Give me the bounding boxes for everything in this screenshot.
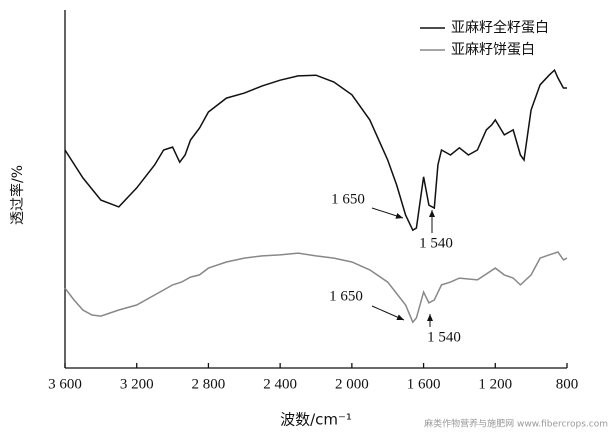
x-tick-label: 1 200 [478, 376, 512, 392]
annotation: 1 650 [331, 191, 365, 207]
series-line [64, 251, 568, 324]
annotation: 1 540 [427, 329, 461, 345]
y-axis-label: 透过率/% [9, 165, 26, 225]
annotation: 1 540 [419, 235, 453, 251]
watermark: 麻类作物营养与施肥网 www.fibercrops.com [424, 418, 608, 430]
x-tick-label: 3 200 [120, 376, 154, 392]
x-tick-label: 800 [556, 376, 579, 392]
legend-label: 亚麻籽全籽蛋白 [451, 19, 549, 36]
annotation: 1 650 [329, 288, 363, 304]
x-axis-label: 波数/cm⁻¹ [280, 411, 352, 429]
annotation-arrow [371, 207, 404, 219]
x-tick-label: 3 600 [48, 376, 82, 392]
x-tick-label: 1 600 [407, 376, 441, 392]
series-line [64, 68, 567, 232]
x-tick-label: 2 800 [192, 376, 226, 392]
annotation-arrow [371, 305, 405, 321]
x-tick-label: 2 000 [335, 376, 369, 392]
legend-label: 亚麻籽饼蛋白 [451, 42, 535, 58]
x-tick-label: 2 400 [263, 376, 297, 392]
